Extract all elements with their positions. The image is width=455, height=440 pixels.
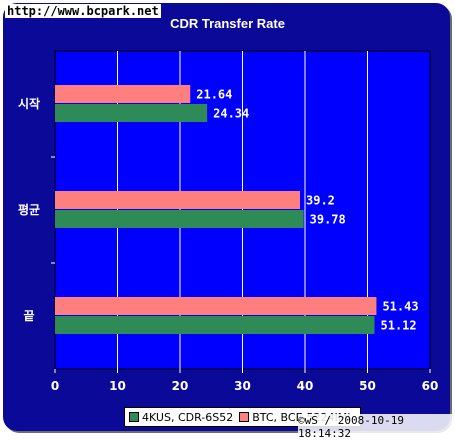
legend-swatch	[239, 412, 250, 422]
bar	[55, 85, 191, 103]
chart-title: CDR Transfer Rate	[170, 16, 285, 31]
bar	[55, 210, 304, 228]
x-tick-label: 40	[297, 379, 314, 393]
bar	[55, 104, 208, 122]
bar	[55, 316, 375, 334]
x-tick-label: 30	[234, 379, 251, 393]
legend-item: 4KUS, CDR-6S52	[129, 411, 233, 424]
x-tick-label: 20	[172, 379, 189, 393]
bar	[55, 191, 300, 209]
category-label: 평균	[18, 203, 40, 217]
x-tick-label: 50	[359, 379, 376, 393]
bar	[55, 297, 377, 315]
legend-label: 4KUS, CDR-6S52	[142, 410, 234, 424]
data-label: 51.43	[382, 300, 418, 314]
watermark-timestamp: ©wS / 2008-10-19 18:14:32	[298, 414, 455, 440]
data-label: 21.64	[196, 88, 232, 102]
data-label: 51.12	[381, 319, 417, 333]
x-tick-label: 60	[422, 379, 439, 393]
x-tick-label: 10	[109, 379, 126, 393]
legend-swatch	[129, 412, 139, 422]
watermark-url: http://www.bcpark.net	[5, 4, 161, 18]
category-label: 시작	[18, 96, 40, 111]
x-tick-label: 0	[51, 379, 59, 393]
data-label: 39.78	[310, 213, 346, 227]
category-label: 끝	[23, 309, 34, 323]
data-label: 24.34	[213, 107, 249, 121]
data-label: 39.2	[306, 194, 335, 208]
